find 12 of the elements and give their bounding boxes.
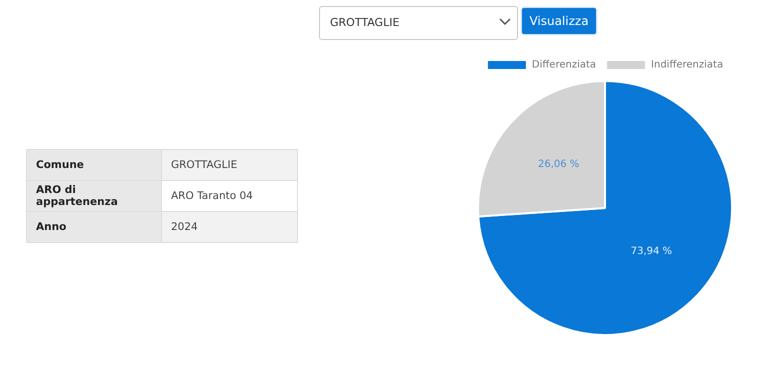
text: GROTTAGLIE [162, 150, 298, 180]
text: ARO di appartenenza [26, 180, 162, 212]
text: GROTTAGLIE [319, 6, 518, 40]
legend-label: Differenziata [532, 60, 596, 71]
text: Anno [26, 212, 162, 242]
text: Comune [26, 150, 162, 180]
text: Visualizza [522, 8, 596, 34]
text: 2024 [162, 212, 298, 242]
data-label: 73,94 % [630, 246, 672, 257]
legend-label: Indifferenziata [651, 60, 724, 71]
data-label: 26,06 % [538, 159, 580, 170]
text: ARO Taranto 04 [162, 180, 298, 212]
